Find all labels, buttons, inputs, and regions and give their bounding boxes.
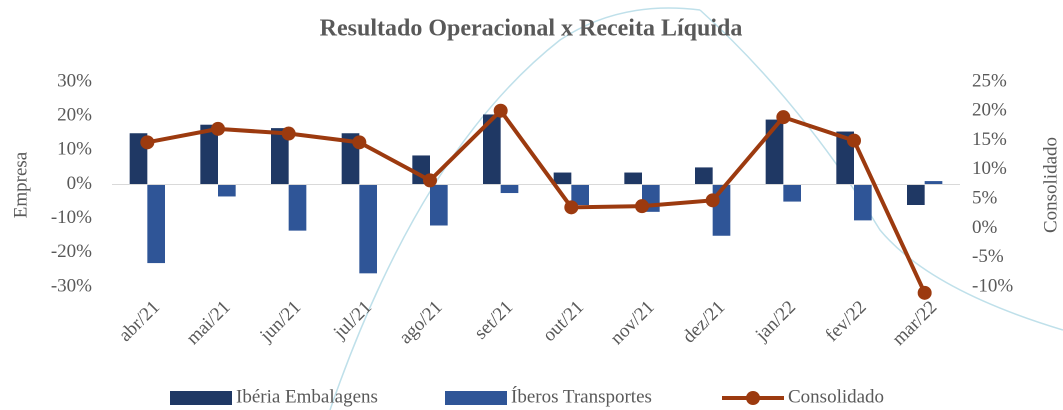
line-marker (635, 199, 649, 214)
bar (924, 181, 943, 185)
y-axis-label: Empresa (10, 151, 31, 218)
chart-title: Resultado Operacional x Receita Líquida (320, 16, 743, 42)
x-tick-label: mai/21 (182, 297, 234, 349)
x-tick-label: jul/21 (329, 297, 376, 344)
line-marker (917, 285, 932, 300)
y-tick-label: -20% (51, 241, 92, 262)
line (146, 107, 927, 294)
bar (571, 184, 589, 205)
bar (624, 172, 642, 185)
bar (553, 172, 572, 185)
line-marker (847, 133, 861, 148)
bar (500, 184, 519, 194)
y2-tick-label: 5% (972, 188, 998, 209)
legend-label: Ibéria Embalagens (236, 386, 378, 407)
legend-swatch (170, 391, 232, 405)
y2-tick-label: 25% (972, 70, 1007, 91)
x-tick-label: out/21 (539, 297, 588, 346)
x-tick-label: ago/21 (395, 297, 446, 348)
bar (854, 184, 872, 221)
bar (483, 114, 501, 185)
x-tick-label: mar/22 (888, 297, 941, 350)
legend-swatch (746, 391, 760, 405)
bar (218, 184, 236, 197)
y2-tick-label: 10% (972, 158, 1007, 179)
y2-tick-label: 20% (972, 100, 1007, 121)
bar (359, 184, 377, 274)
legend-swatch (445, 391, 507, 405)
y-tick-label: -10% (51, 207, 92, 228)
y2-tick-label: -10% (972, 275, 1013, 296)
x-tick-label: jan/22 (751, 297, 800, 346)
x-tick-label: dez/21 (679, 297, 730, 348)
legend-label: Íberos Transportes (511, 385, 652, 407)
line-marker (140, 135, 155, 150)
x-tick-label: set/21 (470, 297, 517, 344)
line-marker (776, 110, 791, 125)
line-marker (352, 135, 367, 150)
legend-label: Consolidado (788, 386, 884, 407)
line-marker (564, 200, 579, 215)
bar (288, 184, 307, 231)
bar (695, 167, 713, 185)
y2-axis-label: Consolidado (1040, 137, 1061, 233)
line-marker (423, 173, 437, 188)
bar (147, 184, 165, 264)
y2-tick-label: 15% (972, 129, 1007, 150)
bar (907, 184, 925, 205)
y-tick-label: 20% (57, 105, 92, 126)
decor-curve (329, 7, 701, 410)
y-tick-label: 10% (57, 139, 92, 160)
line-marker (281, 126, 296, 141)
y-tick-label: -30% (51, 275, 92, 296)
y2-tick-label: 0% (972, 217, 998, 238)
x-tick-label: jun/21 (255, 297, 305, 347)
y-tick-label: 0% (67, 173, 93, 194)
decor-curve (699, 9, 1063, 331)
line-marker (211, 121, 225, 136)
line-marker (705, 193, 720, 208)
line-marker (493, 103, 508, 118)
x-tick-label: nov/21 (606, 297, 658, 349)
bar (430, 184, 448, 226)
y-tick-label: 30% (57, 70, 92, 91)
bar (783, 184, 801, 202)
x-tick-label: abr/21 (115, 297, 164, 346)
bar (200, 124, 218, 185)
y2-tick-label: -5% (972, 246, 1004, 267)
x-tick-label: fev/22 (821, 297, 870, 346)
bar (271, 128, 289, 185)
